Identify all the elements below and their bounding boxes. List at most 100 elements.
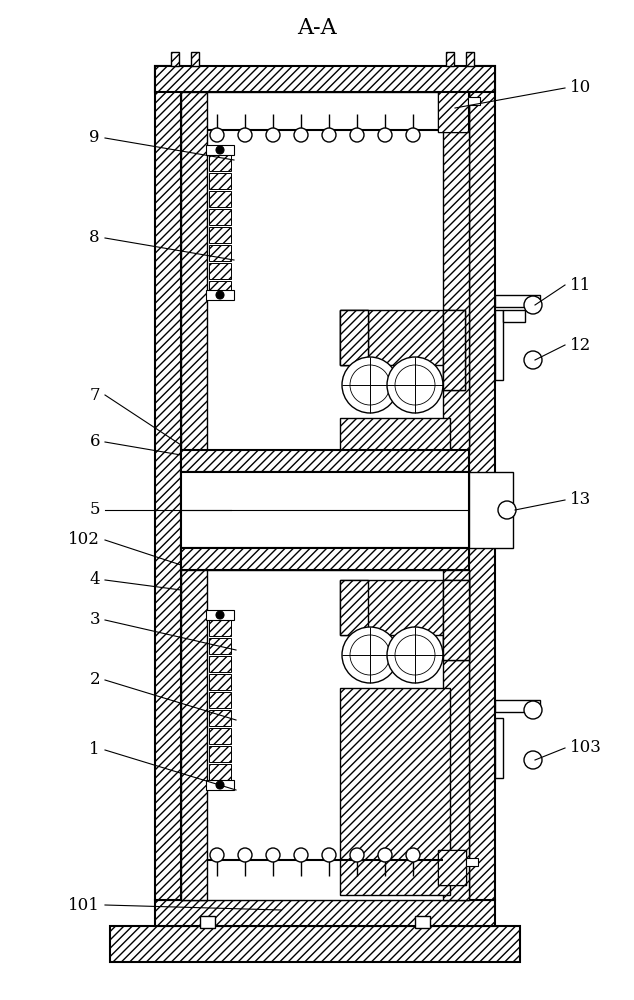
Circle shape — [216, 146, 224, 154]
Bar — [209, 674, 231, 690]
Bar — [340, 688, 450, 895]
Bar — [209, 638, 231, 654]
Bar — [209, 227, 231, 243]
Bar — [181, 548, 469, 570]
Bar — [181, 450, 469, 472]
Bar — [340, 580, 450, 635]
Bar — [469, 66, 495, 900]
Bar — [206, 610, 234, 620]
Bar — [206, 145, 234, 155]
Bar — [200, 916, 215, 928]
Bar — [209, 155, 231, 171]
Circle shape — [406, 128, 420, 142]
Circle shape — [524, 751, 542, 769]
Text: 2: 2 — [89, 672, 100, 688]
Circle shape — [395, 365, 435, 405]
Text: 6: 6 — [89, 434, 100, 450]
Bar — [443, 92, 469, 450]
Text: 10: 10 — [570, 80, 592, 97]
Bar — [438, 850, 466, 885]
Bar — [206, 780, 234, 790]
Text: 13: 13 — [570, 491, 592, 508]
Circle shape — [342, 627, 398, 683]
Text: 7: 7 — [89, 386, 100, 403]
Text: 1: 1 — [89, 742, 100, 758]
Bar — [469, 472, 513, 548]
Circle shape — [350, 365, 390, 405]
Circle shape — [210, 128, 224, 142]
Circle shape — [216, 291, 224, 299]
Bar — [495, 718, 503, 778]
Bar — [495, 310, 503, 380]
Bar — [209, 281, 231, 297]
Bar — [209, 728, 231, 744]
Bar — [438, 92, 468, 132]
Circle shape — [210, 848, 224, 862]
Bar — [110, 926, 520, 962]
Bar — [181, 472, 469, 548]
Bar — [209, 620, 231, 636]
Bar — [209, 710, 231, 726]
Bar — [438, 92, 468, 132]
Text: 12: 12 — [570, 336, 592, 354]
Bar — [181, 570, 469, 900]
Bar — [209, 746, 231, 762]
Circle shape — [350, 128, 364, 142]
Bar — [340, 310, 368, 365]
Circle shape — [387, 627, 443, 683]
Circle shape — [524, 701, 542, 719]
Bar — [209, 209, 231, 225]
Text: 4: 4 — [89, 572, 100, 588]
Bar — [181, 92, 469, 450]
Circle shape — [238, 848, 252, 862]
Bar — [340, 310, 450, 365]
Bar — [206, 290, 234, 300]
Text: 11: 11 — [570, 276, 592, 294]
Text: A-A: A-A — [297, 17, 337, 39]
Circle shape — [524, 351, 542, 369]
Bar — [446, 52, 454, 66]
Circle shape — [387, 357, 443, 413]
Text: 101: 101 — [68, 896, 100, 914]
Bar — [495, 295, 540, 307]
Bar — [340, 310, 368, 365]
Circle shape — [406, 848, 420, 862]
Bar — [191, 52, 199, 66]
Circle shape — [216, 611, 224, 619]
Text: 9: 9 — [89, 129, 100, 146]
Circle shape — [294, 848, 308, 862]
Circle shape — [216, 781, 224, 789]
Bar — [443, 580, 469, 660]
Bar — [181, 92, 207, 450]
Bar — [443, 580, 469, 660]
Circle shape — [395, 635, 435, 675]
Bar — [209, 692, 231, 708]
Circle shape — [322, 128, 336, 142]
Circle shape — [266, 128, 280, 142]
Bar — [340, 580, 368, 635]
Circle shape — [378, 848, 392, 862]
Circle shape — [294, 128, 308, 142]
Text: 102: 102 — [68, 532, 100, 548]
Circle shape — [322, 848, 336, 862]
Bar — [415, 916, 430, 928]
Bar — [466, 858, 478, 866]
Bar — [443, 570, 469, 900]
Bar — [209, 764, 231, 780]
Text: 8: 8 — [89, 230, 100, 246]
Bar — [155, 66, 181, 900]
Bar — [443, 310, 465, 390]
Circle shape — [498, 501, 516, 519]
Bar — [209, 191, 231, 207]
Bar — [155, 900, 495, 926]
Circle shape — [350, 848, 364, 862]
Text: 103: 103 — [570, 740, 602, 756]
Bar — [209, 656, 231, 672]
Bar — [181, 570, 207, 900]
Bar — [209, 173, 231, 189]
Bar — [438, 850, 466, 885]
Circle shape — [524, 296, 542, 314]
Bar — [155, 66, 495, 92]
Text: 3: 3 — [89, 611, 100, 629]
Circle shape — [378, 128, 392, 142]
